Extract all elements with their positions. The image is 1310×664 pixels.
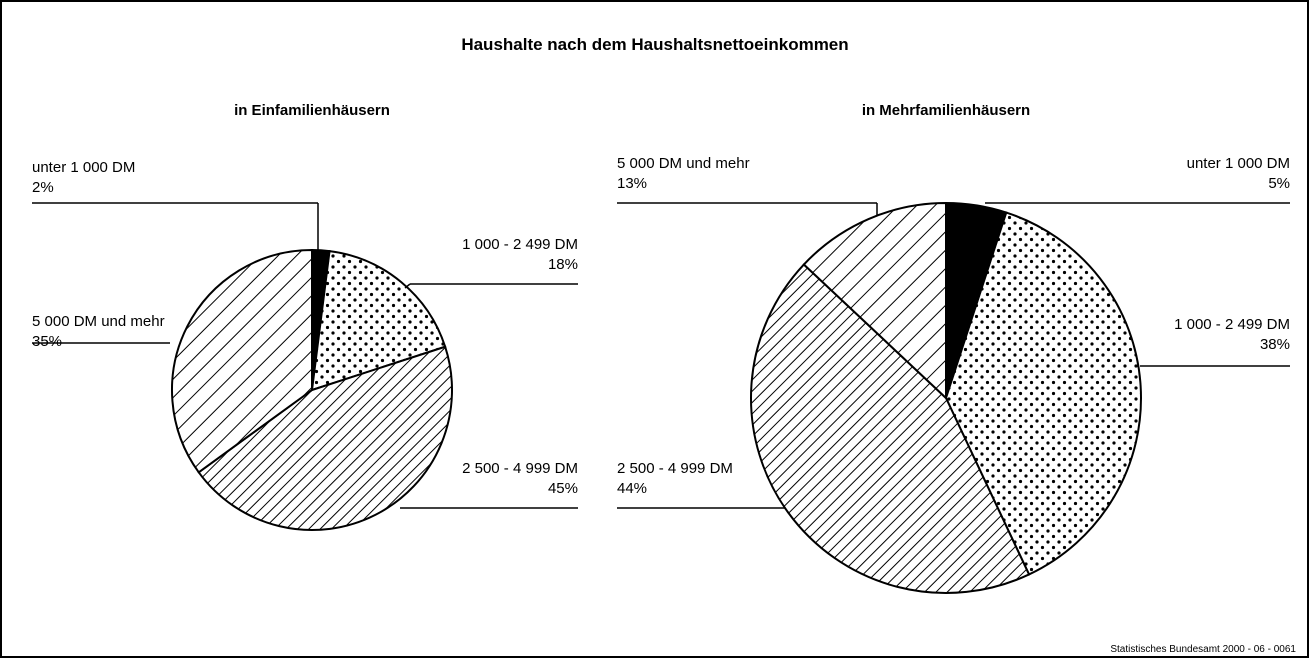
slice-value: 2% xyxy=(32,179,54,196)
slice-label: 1 000 - 2 499 DM xyxy=(1174,316,1290,333)
chart-title: Haushalte nach dem Haushaltsnettoeinkomm… xyxy=(461,35,848,54)
pie-title: in Mehrfamilienhäusern xyxy=(862,102,1030,119)
slice-label: unter 1 000 DM xyxy=(32,159,135,176)
pie-slice xyxy=(171,248,313,474)
slice-label: 2 500 - 4 999 DM xyxy=(617,460,733,477)
slice-value: 5% xyxy=(1268,175,1290,192)
slice-label: 5 000 DM und mehr xyxy=(617,155,750,172)
slice-value: 44% xyxy=(617,480,647,497)
slice-label: 5 000 DM und mehr xyxy=(32,313,165,330)
pie-slice xyxy=(197,345,453,531)
slice-label: unter 1 000 DM xyxy=(1187,155,1290,172)
leader-line xyxy=(404,283,411,289)
slice-value: 45% xyxy=(548,480,578,497)
slice-value: 35% xyxy=(32,333,62,350)
pie-slice xyxy=(802,201,947,401)
pie-slice xyxy=(944,211,1142,576)
slice-value: 18% xyxy=(548,256,578,273)
pie-title: in Einfamilienhäusern xyxy=(234,102,390,119)
slice-label: 1 000 - 2 499 DM xyxy=(462,236,578,253)
pie-slice xyxy=(310,249,447,392)
pie-slice xyxy=(750,263,1031,594)
source: Statistisches Bundesamt 2000 - 06 - 0061 xyxy=(1110,644,1296,655)
slice-label: 2 500 - 4 999 DM xyxy=(462,460,578,477)
slice-value: 38% xyxy=(1260,336,1290,353)
slice-value: 13% xyxy=(617,175,647,192)
